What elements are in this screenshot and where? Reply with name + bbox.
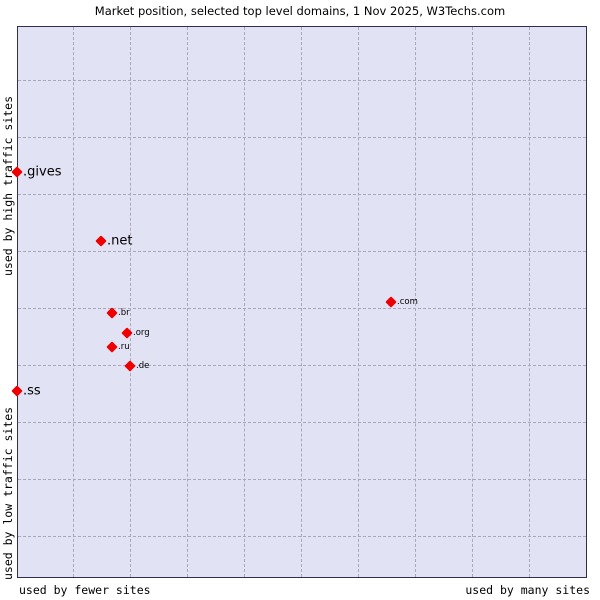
grid-line-vertical	[586, 27, 587, 577]
grid-line-vertical	[472, 27, 473, 577]
grid-line-horizontal	[18, 308, 586, 309]
x-axis-caption-right: used by many sites	[465, 583, 590, 597]
grid-line-vertical	[358, 27, 359, 577]
grid-layer	[18, 27, 586, 577]
grid-line-horizontal	[18, 251, 586, 252]
x-axis-caption-left: used by fewer sites	[19, 583, 151, 597]
grid-line-horizontal	[18, 80, 586, 81]
grid-line-horizontal	[18, 479, 586, 480]
y-axis-caption-high: used by high traffic sites	[1, 95, 15, 276]
plot-area	[17, 26, 587, 578]
page-title: Market position, selected top level doma…	[94, 4, 506, 18]
grid-line-vertical	[187, 27, 188, 577]
y-axis-caption-low: used by low traffic sites	[1, 406, 15, 580]
grid-line-vertical	[244, 27, 245, 577]
grid-line-vertical	[529, 27, 530, 577]
grid-line-horizontal	[18, 536, 586, 537]
grid-line-horizontal	[18, 194, 586, 195]
grid-line-vertical	[415, 27, 416, 577]
grid-line-horizontal	[18, 422, 586, 423]
grid-line-horizontal	[18, 137, 586, 138]
grid-line-vertical	[73, 27, 74, 577]
grid-line-vertical	[130, 27, 131, 577]
grid-line-horizontal	[18, 365, 586, 366]
grid-line-vertical	[301, 27, 302, 577]
